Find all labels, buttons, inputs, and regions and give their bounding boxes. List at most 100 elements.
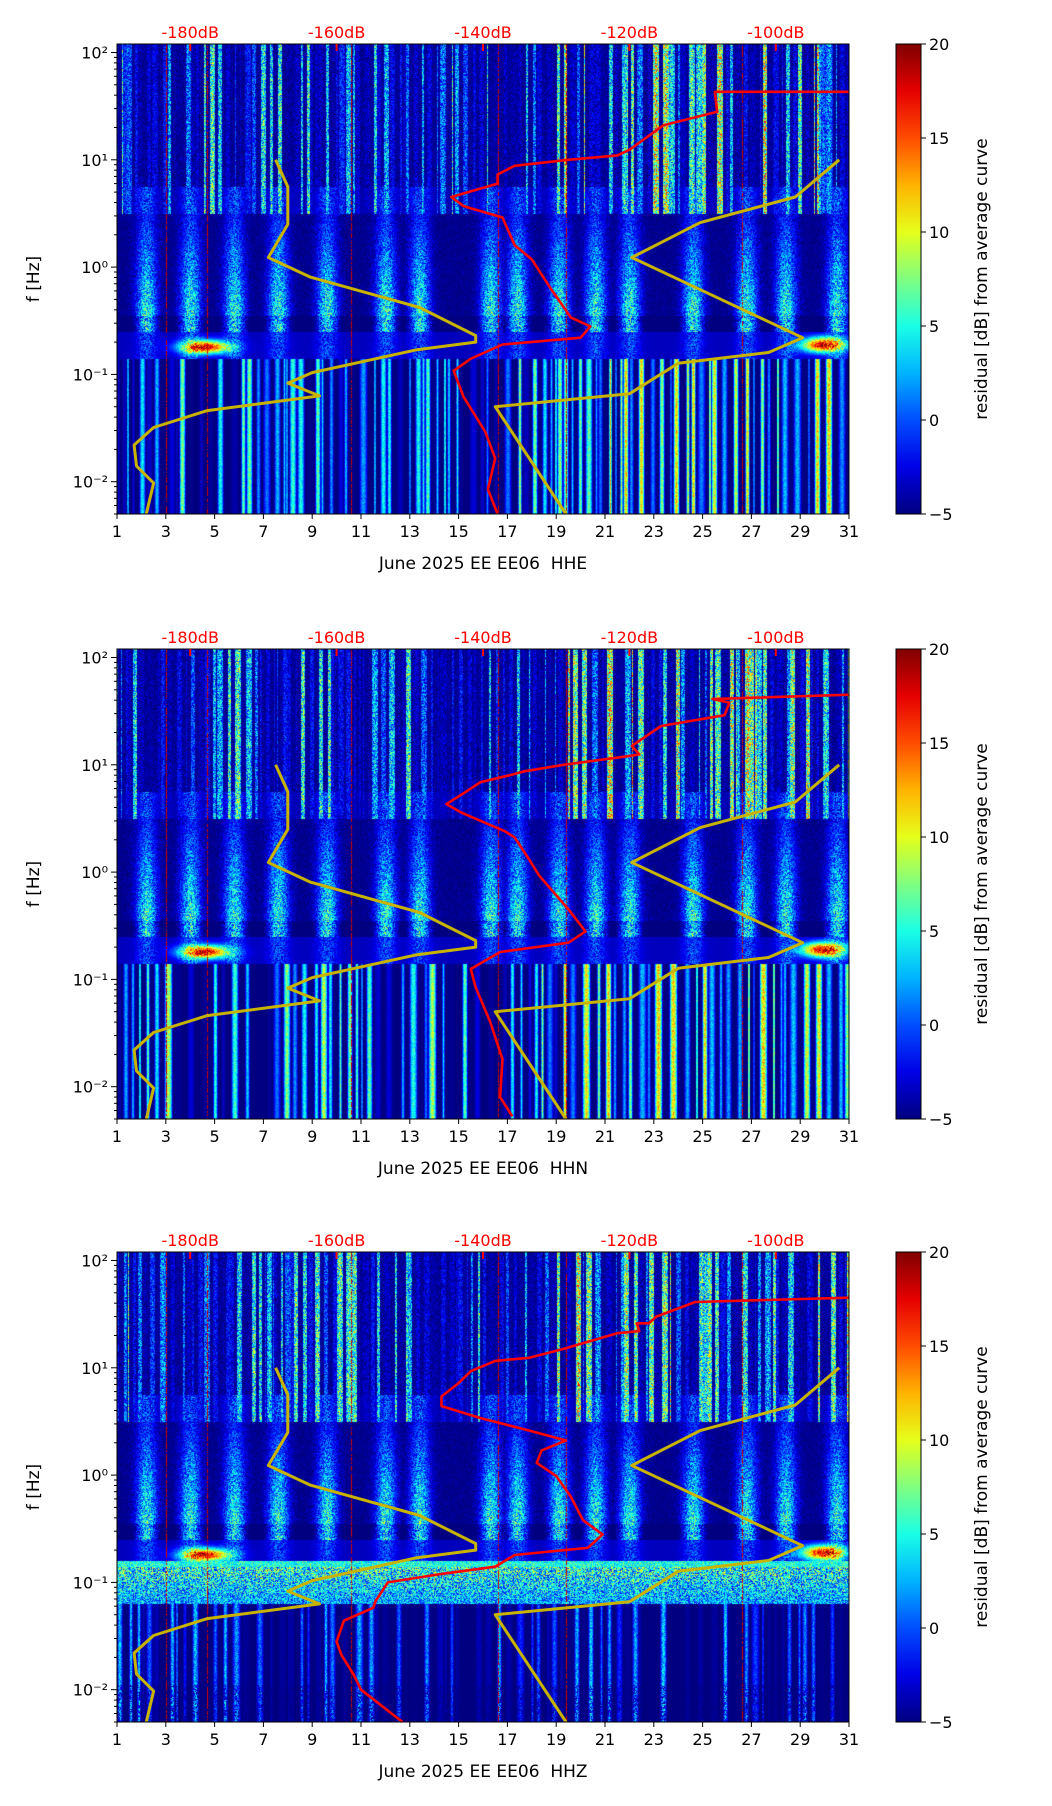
x-tick-label: 27 bbox=[741, 1127, 761, 1146]
x-tick-label: 5 bbox=[210, 1730, 220, 1749]
x-tick-label: 7 bbox=[258, 1127, 268, 1146]
x-tick-label: 23 bbox=[644, 1127, 664, 1146]
x-tick-label: 7 bbox=[258, 522, 268, 541]
spectrogram-heatmap-hhe bbox=[117, 44, 849, 514]
x-tick-label: 11 bbox=[351, 522, 371, 541]
y-tick-label: 10² bbox=[81, 1251, 108, 1270]
top-axis-db-label: -120dB bbox=[601, 23, 658, 42]
colorbar-tick-label: 10 bbox=[929, 223, 949, 242]
x-tick-label: 27 bbox=[741, 522, 761, 541]
colorbar-tick-label: −5 bbox=[929, 1713, 953, 1732]
top-axis-db-label: -100dB bbox=[747, 1231, 804, 1250]
x-tick-label: 23 bbox=[644, 522, 664, 541]
spectrogram-heatmap-hhn bbox=[117, 649, 849, 1119]
colorbar-label: residual [dB] from average curve bbox=[972, 1346, 992, 1628]
y-tick-label: 10¹ bbox=[81, 756, 108, 775]
colorbar-tick-label: −5 bbox=[929, 1110, 953, 1129]
colorbar-tick-label: 0 bbox=[929, 1016, 939, 1035]
y-tick-label: 10⁻¹ bbox=[73, 1573, 108, 1592]
top-axis-db-label: -120dB bbox=[601, 628, 658, 647]
y-tick-label: 10⁰ bbox=[81, 1466, 108, 1485]
colorbar-tick-label: 0 bbox=[929, 411, 939, 430]
top-axis-db-label: -160dB bbox=[308, 23, 365, 42]
colorbar bbox=[895, 1251, 922, 1723]
y-tick-label: 10⁻² bbox=[73, 473, 108, 492]
x-tick-label: 3 bbox=[161, 1730, 171, 1749]
top-axis-db-label: -140dB bbox=[454, 628, 511, 647]
x-tick-label: 15 bbox=[448, 1127, 468, 1146]
y-axis-label: f [Hz] bbox=[24, 860, 44, 908]
x-tick-label: 11 bbox=[351, 1730, 371, 1749]
y-tick-label: 10⁻² bbox=[73, 1681, 108, 1700]
colorbar-tick-label: 5 bbox=[929, 1525, 939, 1544]
y-axis-label: f [Hz] bbox=[24, 255, 44, 303]
x-tick-label: 15 bbox=[448, 522, 468, 541]
y-tick-label: 10⁻² bbox=[73, 1078, 108, 1097]
top-axis-db-label: -160dB bbox=[308, 628, 365, 647]
y-tick-label: 10⁰ bbox=[81, 863, 108, 882]
top-axis-db-label: -140dB bbox=[454, 23, 511, 42]
y-axis-label: f [Hz] bbox=[24, 1463, 44, 1511]
x-tick-label: 9 bbox=[307, 1127, 317, 1146]
y-tick-label: 10⁰ bbox=[81, 258, 108, 277]
colorbar-tick-label: 15 bbox=[929, 734, 949, 753]
x-tick-label: 7 bbox=[258, 1730, 268, 1749]
x-tick-label: 21 bbox=[595, 1127, 615, 1146]
colorbar-tick-label: 15 bbox=[929, 129, 949, 148]
x-tick-label: 17 bbox=[497, 1127, 517, 1146]
x-tick-label: 17 bbox=[497, 522, 517, 541]
x-tick-label: 29 bbox=[790, 1127, 810, 1146]
colorbar-tick-label: 10 bbox=[929, 1431, 949, 1450]
y-tick-label: 10¹ bbox=[81, 1359, 108, 1378]
y-tick-label: 10⁻¹ bbox=[73, 970, 108, 989]
colorbar-label: residual [dB] from average curve bbox=[972, 138, 992, 420]
x-tick-label: 13 bbox=[400, 1730, 420, 1749]
x-axis-label: June 2025 EE EE06 HHE bbox=[378, 554, 588, 574]
top-axis-db-label: -180dB bbox=[161, 628, 218, 647]
top-axis-db-label: -120dB bbox=[601, 1231, 658, 1250]
x-tick-label: 31 bbox=[839, 1730, 859, 1749]
y-tick-label: 10¹ bbox=[81, 151, 108, 170]
top-axis-db-label: -180dB bbox=[161, 23, 218, 42]
x-tick-label: 21 bbox=[595, 1730, 615, 1749]
x-tick-label: 19 bbox=[546, 1127, 566, 1146]
x-tick-label: 3 bbox=[161, 522, 171, 541]
colorbar-tick-label: 10 bbox=[929, 828, 949, 847]
colorbar-tick-label: 0 bbox=[929, 1619, 939, 1638]
colorbar-tick-label: 5 bbox=[929, 922, 939, 941]
colorbar-tick-label: 15 bbox=[929, 1337, 949, 1356]
colorbar bbox=[895, 43, 922, 515]
x-tick-label: 21 bbox=[595, 522, 615, 541]
colorbar-tick-label: 5 bbox=[929, 317, 939, 336]
x-tick-label: 13 bbox=[400, 1127, 420, 1146]
x-tick-label: 19 bbox=[546, 522, 566, 541]
x-tick-label: 17 bbox=[497, 1730, 517, 1749]
top-axis-db-label: -100dB bbox=[747, 23, 804, 42]
x-tick-label: 9 bbox=[307, 1730, 317, 1749]
x-tick-label: 25 bbox=[692, 1127, 712, 1146]
colorbar-label: residual [dB] from average curve bbox=[972, 743, 992, 1025]
x-tick-label: 31 bbox=[839, 522, 859, 541]
top-axis-db-label: -160dB bbox=[308, 1231, 365, 1250]
x-tick-label: 1 bbox=[112, 1127, 122, 1146]
colorbar-tick-label: 20 bbox=[929, 1243, 949, 1262]
y-tick-label: 10² bbox=[81, 43, 108, 62]
colorbar-tick-label: −5 bbox=[929, 505, 953, 524]
x-tick-label: 23 bbox=[644, 1730, 664, 1749]
x-tick-label: 13 bbox=[400, 522, 420, 541]
x-tick-label: 5 bbox=[210, 1127, 220, 1146]
x-tick-label: 29 bbox=[790, 522, 810, 541]
x-tick-label: 29 bbox=[790, 1730, 810, 1749]
x-tick-label: 5 bbox=[210, 522, 220, 541]
top-axis-db-label: -140dB bbox=[454, 1231, 511, 1250]
colorbar-tick-label: 20 bbox=[929, 640, 949, 659]
x-tick-label: 15 bbox=[448, 1730, 468, 1749]
x-tick-label: 25 bbox=[692, 522, 712, 541]
colorbar bbox=[895, 648, 922, 1120]
top-axis-db-label: -180dB bbox=[161, 1231, 218, 1250]
x-axis-label: June 2025 EE EE06 HHZ bbox=[378, 1762, 588, 1782]
colorbar-tick-label: 20 bbox=[929, 35, 949, 54]
x-tick-label: 9 bbox=[307, 522, 317, 541]
x-tick-label: 31 bbox=[839, 1127, 859, 1146]
top-axis-db-label: -100dB bbox=[747, 628, 804, 647]
